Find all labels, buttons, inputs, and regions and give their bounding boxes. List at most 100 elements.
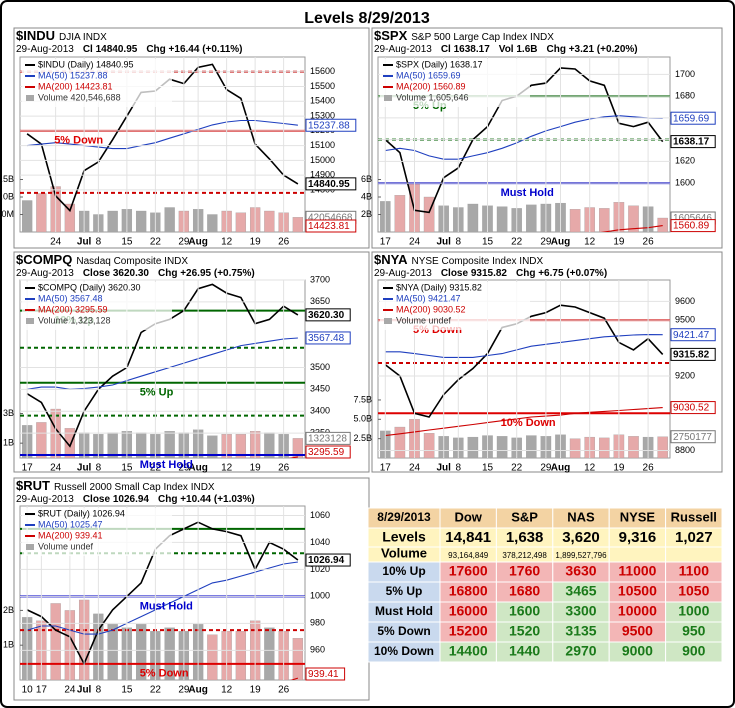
volume-bar [164,431,175,458]
x-tick-label: 22 [511,237,523,248]
x-tick-label: 29 [178,685,190,696]
legend-label: MA(200) 939.41 [38,530,103,540]
legend-box [22,282,172,330]
volume-bar [526,435,537,458]
y-tick-label: 1680 [675,91,695,101]
legend-label: MA(200) 1560.89 [396,81,466,91]
level-label: Must Hold [140,600,193,612]
legend-label: MA(200) 9030.52 [396,304,466,314]
change-text: Chg +26.95 (+0.75%) [158,268,255,279]
moving-average [385,334,663,358]
volume-bar [599,437,610,458]
x-tick-label: 24 [64,685,76,696]
y-tick-label: 1000 [310,591,330,601]
index-name: NYSE Composite Index INDX [411,256,543,267]
value-tag [305,431,351,445]
table-value: 10500 [618,583,657,599]
x-tick-label: Aug [188,685,207,696]
legend-label: Volume 1,323,128 [38,315,111,325]
date-text: 29-Aug-2013 [374,44,432,55]
volume-bar [64,428,76,458]
table-value: 1680 [509,583,540,599]
chart-subheader: 29-Aug-2013 Close 1026.94 Chg +10.44 (+1.0… [16,494,255,505]
x-tick-label: Aug [551,463,570,474]
x-tick-label: 12 [221,685,233,696]
level-value: 14,841 [445,529,491,546]
volume-bar [207,214,218,232]
volume-bar [36,193,47,232]
close-text: Cl 1638.17 [441,44,490,55]
x-tick-label: 22 [511,463,523,474]
table-value: 15200 [449,623,488,639]
x-tick-label: Aug [551,237,570,248]
volume-bar [135,210,147,232]
legend-box [380,59,530,107]
volume-bar [467,436,479,458]
volume-bar [423,196,435,232]
volume-value: 1,899,527,796 [555,551,607,560]
change-text: Chg +3.21 (+0.20%) [546,44,637,55]
volume-bar [207,435,218,458]
row-label: 5% Up [386,584,423,598]
table-value: 950 [682,623,706,639]
x-tick-label: 29 [178,237,190,248]
volume-bar [467,203,479,232]
chart-header: $SPX S&P 500 Large Cap Index INDX [374,28,554,43]
date-text: 29-Aug-2013 [16,44,74,55]
x-tick-label: 15 [121,237,133,248]
table-value: 14400 [449,643,488,659]
table-value: 3630 [565,563,596,579]
x-tick-label: 19 [613,463,625,474]
y-tick-label: 1600 [675,177,695,187]
legend-label: MA(50) 1659.69 [396,70,461,80]
value-tag-label: 9030.52 [673,403,710,414]
x-tick-label: 8 [96,685,102,696]
value-tag-label: 9421.47 [673,330,710,341]
legend-label: Volume undef [396,315,452,325]
table-value: 1520 [509,623,540,639]
y2-tick-label: 4B [361,191,372,201]
chart-header: $NYA NYSE Composite Index INDX [374,252,544,267]
value-tag-label: 1638.17 [673,137,710,148]
volume-bar [50,603,61,680]
y-tick-label: 1700 [675,69,695,79]
x-tick-label: 19 [613,237,625,248]
y2-tick-label: 1B [3,438,14,448]
x-tick-label: 24 [50,463,62,474]
volume-bar [599,208,610,232]
value-tag-label: 1026.94 [308,555,345,566]
x-tick-label: 12 [221,463,233,474]
x-tick-label: Jul [77,685,92,696]
y2-tick-label: 1.0B [0,191,14,201]
symbol: $COMPQ [16,252,72,267]
x-tick-label: 29 [540,463,552,474]
value-tag-label: 1560.89 [673,221,710,232]
x-tick-label: 22 [150,685,162,696]
table-value: 1000 [678,603,709,619]
y-tick-label: 8800 [675,445,695,455]
x-tick-label: 24 [50,237,62,248]
x-tick-label: 26 [643,463,655,474]
volume-bar [569,438,581,458]
x-tick-label: 17 [380,237,392,248]
value-tag [305,118,357,132]
table-cell [665,546,723,563]
x-tick-label: 26 [278,463,290,474]
value-tag [670,111,716,125]
close-text: Close 9315.82 [441,268,508,279]
moving-average [27,119,298,150]
x-tick-label: 17 [380,463,392,474]
value-tag [670,219,716,233]
x-tick-label: 29 [540,237,552,248]
x-tick-label: 8 [96,237,102,248]
row-label: 10% Up [382,564,425,578]
volume-text: Vol 1.6B [499,44,538,55]
x-tick-label: Aug [188,463,207,474]
index-name: S&P 500 Large Cap Index INDX [411,32,554,43]
close-text: Close 3620.30 [83,268,150,279]
index-name: Nasdaq Composite INDX [76,256,188,267]
value-tag-label: 1605646 [673,213,712,224]
x-tick-label: 24 [409,463,421,474]
x-tick-label: 22 [150,237,162,248]
